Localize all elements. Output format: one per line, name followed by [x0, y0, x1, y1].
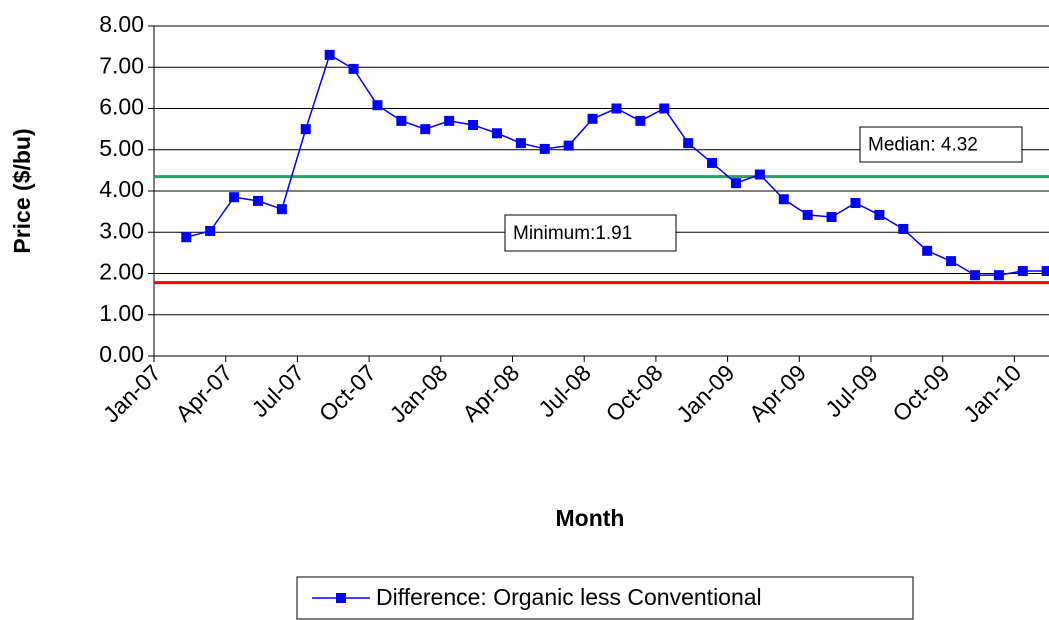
data-point	[563, 140, 574, 151]
data-point	[826, 211, 837, 222]
y-tick-label: 0.00	[99, 341, 144, 367]
x-tick-label: Oct-07	[314, 359, 381, 426]
data-point	[229, 192, 240, 203]
x-tick-label: Apr-08	[457, 359, 524, 426]
data-point	[491, 128, 502, 139]
data-point	[850, 197, 861, 208]
data-point	[276, 204, 287, 215]
data-point	[1017, 266, 1028, 277]
data-point	[300, 124, 311, 135]
data-point	[252, 195, 263, 206]
data-point	[468, 120, 479, 130]
data-point	[444, 115, 455, 126]
data-point	[539, 143, 550, 154]
legend	[296, 576, 914, 620]
x-tick-label: Oct-09	[887, 359, 954, 426]
data-point	[778, 194, 789, 205]
annotation-box	[859, 126, 1023, 163]
data-point	[587, 113, 598, 124]
annotation-box	[504, 214, 677, 252]
legend-label: Difference: Organic less Conventional	[376, 584, 762, 610]
x-tick-label: Apr-07	[170, 359, 237, 426]
data-point	[898, 223, 909, 234]
data-point	[730, 178, 741, 189]
data-point	[802, 209, 813, 220]
data-point	[683, 138, 694, 149]
data-point	[707, 157, 718, 168]
data-point	[922, 245, 933, 256]
x-tick-label: Jan-07	[98, 359, 166, 427]
data-point	[635, 115, 646, 126]
y-tick-label: 5.00	[99, 135, 144, 161]
data-point	[420, 124, 431, 135]
data-point	[969, 270, 980, 281]
x-tick-label: Oct-08	[601, 359, 668, 426]
y-tick-label: 1.00	[99, 300, 144, 326]
data-point	[324, 49, 335, 60]
y-axis-title: Price ($/bu)	[9, 128, 35, 253]
x-tick-label: Jul-08	[533, 359, 596, 422]
y-tick-label: 7.00	[99, 52, 144, 78]
x-tick-label: Jul-09	[820, 359, 883, 422]
x-tick-label: Jul-07	[247, 359, 310, 422]
y-tick-label: 3.00	[99, 217, 144, 243]
annotation: Minimum:1.91	[513, 223, 632, 244]
y-tick-label: 2.00	[99, 259, 144, 285]
legend-marker	[336, 593, 346, 603]
data-point	[205, 226, 216, 237]
y-tick-label: 6.00	[99, 94, 144, 120]
data-point	[946, 256, 957, 267]
data-point	[1041, 266, 1049, 277]
x-tick-label: Jan-10	[958, 359, 1026, 427]
data-point	[372, 100, 383, 111]
x-tick-label: Jan-08	[385, 359, 453, 427]
data-point	[874, 209, 885, 220]
data-point	[611, 103, 622, 114]
x-tick-label: Apr-09	[744, 359, 811, 426]
data-point	[993, 270, 1004, 281]
data-point	[754, 169, 765, 180]
y-tick-label: 8.00	[99, 11, 144, 37]
data-point	[515, 138, 526, 149]
data-point	[181, 232, 192, 243]
x-axis-title: Month	[556, 505, 625, 531]
data-point	[348, 63, 359, 74]
data-point	[396, 115, 407, 126]
annotation: Median: 4.32	[868, 135, 978, 156]
x-tick-label: Jan-09	[671, 359, 739, 427]
y-tick-label: 4.00	[99, 176, 144, 202]
data-point	[659, 103, 670, 114]
